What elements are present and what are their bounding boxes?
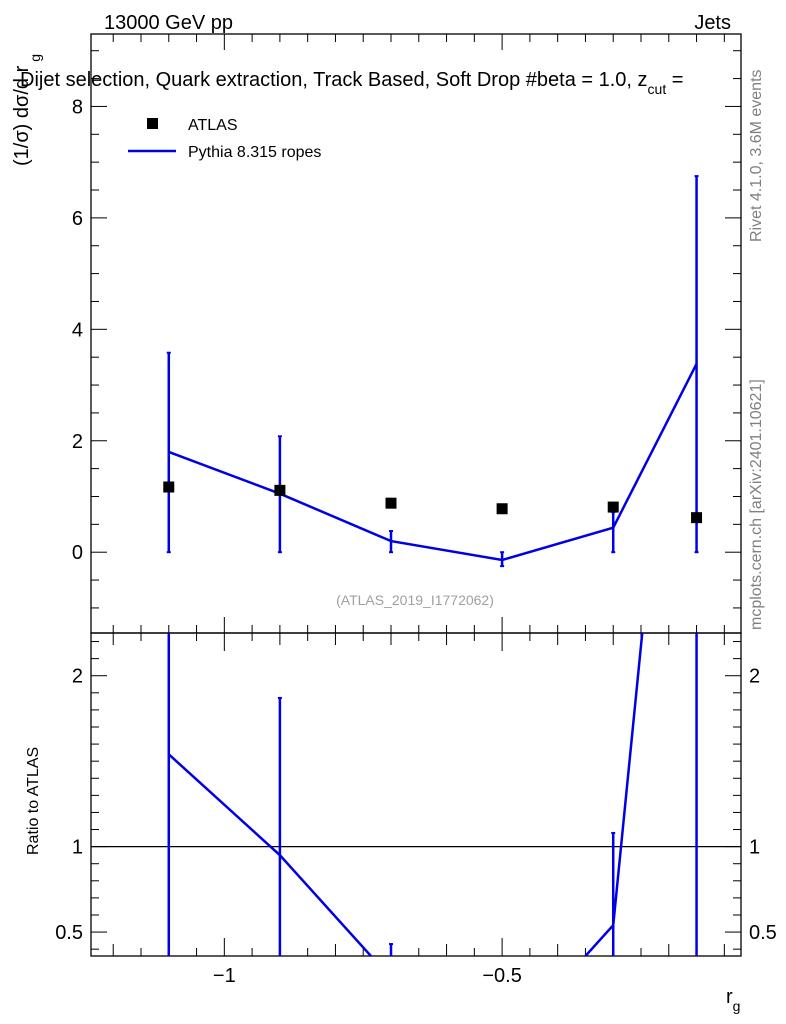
main-panel: 0 2 4 6 8 bbox=[72, 33, 742, 634]
ratio-ylabel: Ratio to ATLAS bbox=[25, 747, 42, 855]
ratio-mc-line bbox=[167, 633, 644, 956]
main-ytick-label: 8 bbox=[72, 96, 83, 118]
legend-atlas-label: ATLAS bbox=[188, 117, 238, 134]
plot-title-main: Dijet selection, Quark extraction, Track… bbox=[20, 69, 648, 91]
ratio-ytick-label-right: 0.5 bbox=[749, 922, 777, 944]
plot-title-sub: cut bbox=[648, 81, 667, 97]
atlas-data-point bbox=[496, 503, 508, 515]
main-ytick-label: 6 bbox=[72, 208, 83, 230]
legend: ATLAS Pythia 8.315 ropes bbox=[128, 117, 321, 161]
x-axis-label: rg bbox=[726, 986, 740, 1014]
ratio-data-group bbox=[167, 633, 698, 956]
header-left: 13000 GeV pp bbox=[104, 12, 233, 34]
main-ylabel-text: (1/σ) dσ/d r bbox=[11, 65, 33, 166]
ratio-ytick-label: 0.5 bbox=[55, 922, 83, 944]
main-ytick-label: 0 bbox=[72, 542, 83, 564]
x-axis-label-sub: g bbox=[733, 998, 741, 1014]
plot-title: Dijet selection, Quark extraction, Track… bbox=[20, 69, 683, 97]
main-data-group bbox=[163, 175, 703, 568]
atlas-data-point bbox=[163, 481, 175, 493]
ratio-panel: 0.5 0.5 1 1 2 2 −1 −0.5 bbox=[55, 632, 777, 987]
ratio-xtick-label: −1 bbox=[213, 965, 236, 987]
mc-line bbox=[168, 363, 698, 562]
main-ylabel: (1/σ) dσ/d r g bbox=[11, 54, 43, 166]
ratio-ytick-label: 1 bbox=[72, 837, 83, 859]
atlas-data-point bbox=[691, 512, 703, 524]
main-ytick-label: 4 bbox=[72, 319, 83, 341]
mcplots-label: mcplots.cern.ch [arXiv:2401.10621] bbox=[748, 379, 765, 630]
legend-atlas-marker bbox=[147, 118, 158, 129]
main-ylabel-sub: g bbox=[27, 54, 43, 62]
atlas-data-point bbox=[385, 497, 397, 509]
header-right: Jets bbox=[694, 12, 731, 34]
main-ytick-label: 2 bbox=[72, 431, 83, 453]
x-axis-label-text: r bbox=[726, 986, 733, 1008]
ratio-ytick-label: 2 bbox=[72, 666, 83, 688]
ratio-ytick-label-right: 2 bbox=[749, 666, 760, 688]
rivet-label: Rivet 4.1.0, 3.6M events bbox=[748, 69, 765, 242]
legend-mc-label: Pythia 8.315 ropes bbox=[188, 144, 321, 161]
ratio-ytick-label-right: 1 bbox=[749, 837, 760, 859]
ratio-xtick-label: −0.5 bbox=[482, 965, 521, 987]
ratio-frame bbox=[90, 632, 742, 957]
atlas-data-point bbox=[274, 484, 286, 496]
analysis-watermark: (ATLAS_2019_I1772062) bbox=[336, 592, 494, 608]
atlas-data-point bbox=[607, 501, 619, 513]
plot-title-tail: = bbox=[666, 69, 683, 91]
